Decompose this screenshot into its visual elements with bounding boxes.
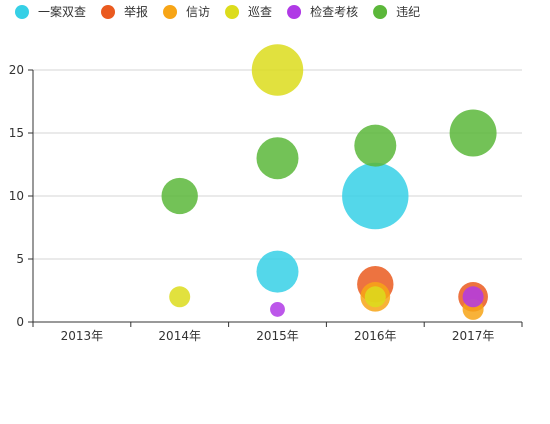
bubble-point[interactable] [462, 286, 484, 308]
x-tick-label: 2014年 [158, 329, 201, 343]
chart-legend: 一案双查 举报 信访 巡查 检查考核 违纪 [15, 4, 420, 19]
bubble-point[interactable] [256, 137, 299, 180]
legend-label: 举报 [124, 4, 148, 19]
bubble-point[interactable] [161, 177, 198, 215]
legend-item[interactable]: 举报 [101, 4, 148, 19]
bubble-point[interactable] [251, 44, 304, 96]
legend-swatch [163, 5, 178, 19]
bubble-point[interactable] [342, 162, 409, 230]
legend-label: 巡查 [248, 5, 272, 19]
legend-swatch [373, 5, 388, 19]
legend-item[interactable]: 一案双查 [15, 4, 86, 19]
bubble-point[interactable] [354, 124, 397, 167]
legend-swatch [15, 5, 29, 19]
chart-axes: 0 5 10 15 20 2013年 2014年 2015年 2016年 2017年 [9, 63, 523, 343]
legend-item[interactable]: 违纪 [373, 5, 420, 19]
bubble-layer [161, 44, 497, 320]
bubble-point[interactable] [270, 301, 285, 317]
y-tick-label: 0 [16, 315, 24, 329]
y-tick-label: 20 [9, 63, 24, 77]
legend-swatch [101, 5, 116, 19]
legend-label: 信访 [186, 5, 210, 19]
x-tick-label: 2013年 [61, 329, 104, 343]
legend-label: 违纪 [396, 5, 420, 19]
legend-item[interactable]: 检查考核 [287, 4, 358, 19]
legend-label: 检查考核 [310, 4, 358, 19]
x-tick-label: 2016年 [354, 329, 397, 343]
y-tick-label: 10 [9, 189, 24, 203]
bubble-point[interactable] [169, 286, 191, 308]
legend-label: 一案双查 [38, 4, 86, 19]
bubble-point[interactable] [364, 286, 386, 308]
legend-item[interactable]: 信访 [163, 5, 210, 19]
bubble-point[interactable] [256, 250, 299, 293]
x-tick-label: 2015年 [256, 329, 299, 343]
legend-swatch [287, 5, 302, 19]
y-tick-label: 15 [9, 126, 24, 140]
legend-swatch [225, 5, 240, 19]
y-tick-label: 5 [16, 252, 24, 266]
x-tick-label: 2017年 [452, 329, 495, 343]
bubble-point[interactable] [449, 109, 497, 157]
legend-item[interactable]: 巡查 [225, 5, 272, 19]
